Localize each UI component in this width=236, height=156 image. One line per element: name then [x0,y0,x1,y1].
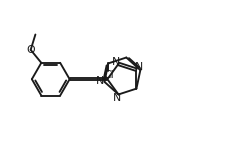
Text: Cl: Cl [103,70,114,80]
Text: N: N [112,56,120,67]
Text: N: N [96,76,104,86]
Text: O: O [26,45,35,55]
Text: N: N [113,93,121,103]
Text: N: N [135,62,143,72]
